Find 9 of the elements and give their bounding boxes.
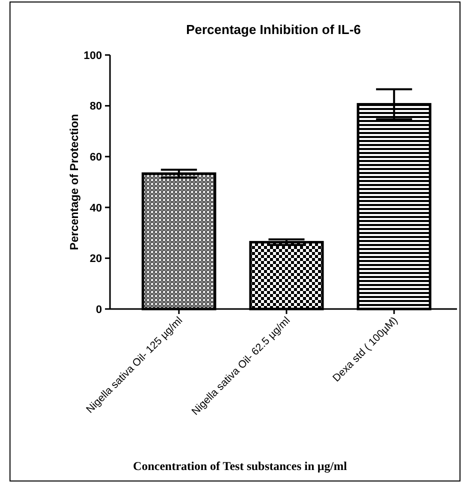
y-tick-label: 100 — [84, 50, 102, 62]
y-tick-label: 0 — [96, 304, 102, 316]
y-tick-label: 40 — [90, 202, 102, 214]
y-tick-label: 20 — [90, 253, 102, 266]
y-tick-label: 80 — [90, 100, 102, 113]
chart-title: Percentage Inhibition of IL-6 — [186, 22, 361, 37]
y-axis-title: Percentage of Protection — [69, 114, 81, 250]
x-axis-title: Concentration of Test substances in µg/ml — [133, 459, 348, 473]
y-tick-label: 60 — [90, 151, 102, 164]
